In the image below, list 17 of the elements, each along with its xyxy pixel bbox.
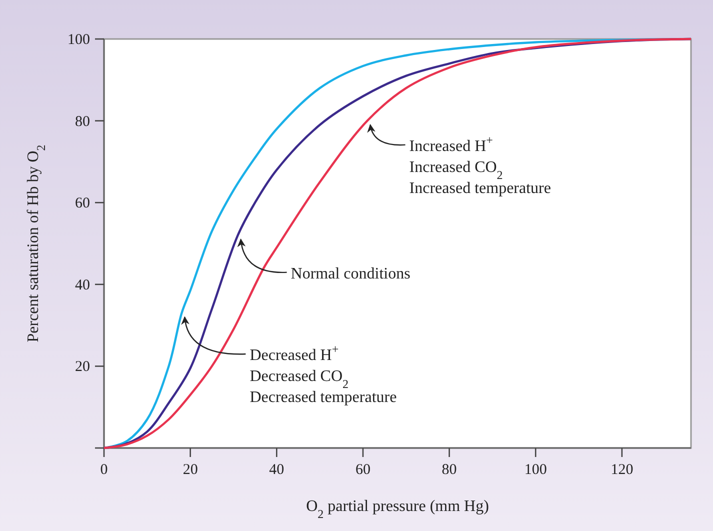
x-tick-label: 40 — [269, 462, 284, 478]
annotation: Increased H$^{+}$ Increased CO$_{2}$ Increased temperature — [409, 132, 551, 197]
x-tick-label: 60 — [355, 462, 370, 478]
line-series — [102, 38, 692, 450]
y-tick-label: 100 — [68, 32, 90, 48]
x-axis-title: O$_{2}$ partial pressure (mm Hg) — [306, 498, 489, 521]
x-tick-label: 0 — [100, 462, 108, 478]
y-tick-label: 60 — [75, 196, 90, 212]
annotation: Decreased H$^{+}$ Decreased CO$_{2}$ Decreased temperature — [250, 342, 397, 406]
x-tick-label: 20 — [182, 462, 198, 478]
annotation: Normal conditions — [290, 265, 410, 282]
x-tick-label: 120 — [610, 462, 634, 478]
x-tick-label: 80 — [442, 462, 457, 478]
y-tick-label: 40 — [75, 277, 90, 294]
y-tick-label: 20 — [75, 359, 90, 376]
y-tick-label: 80 — [75, 114, 90, 130]
x-tick-label: 100 — [524, 462, 547, 478]
